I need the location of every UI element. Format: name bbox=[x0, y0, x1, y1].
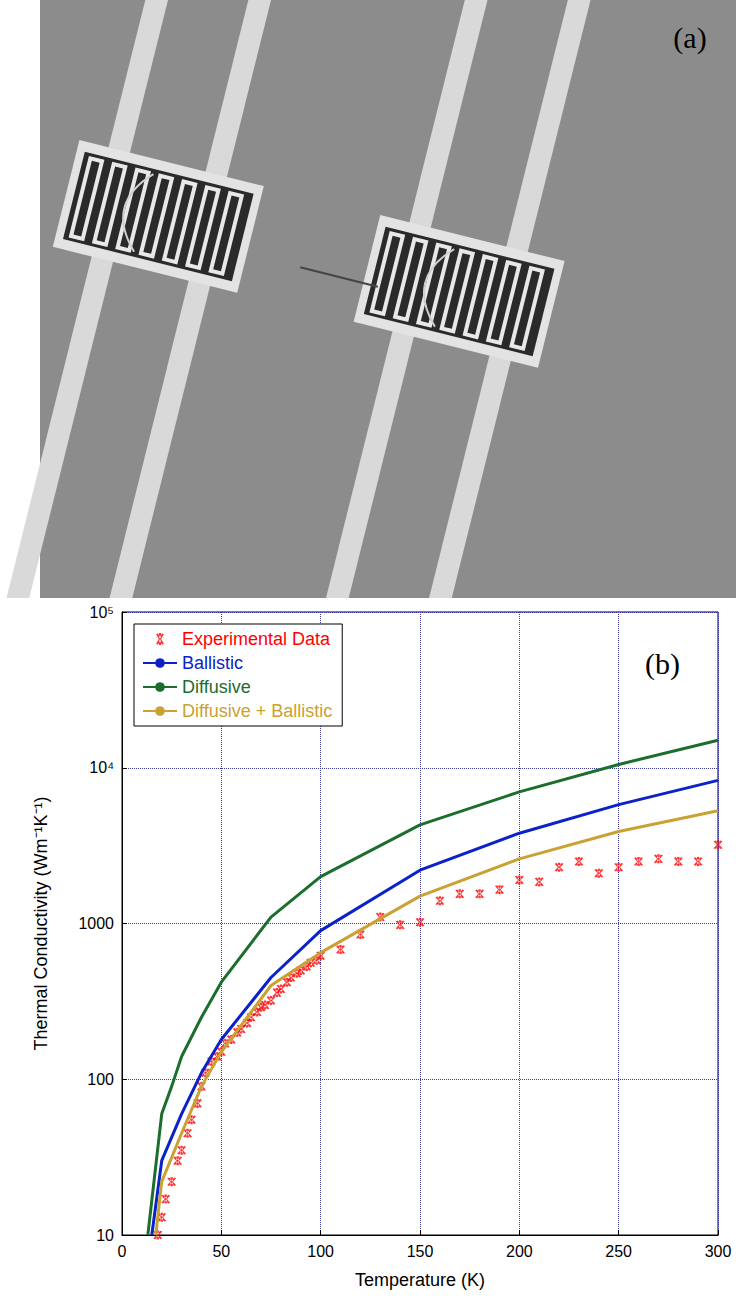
svg-text:50: 50 bbox=[212, 1243, 230, 1260]
svg-text:300: 300 bbox=[705, 1243, 732, 1260]
svg-text:(b): (b) bbox=[645, 647, 680, 681]
svg-text:Thermal Conductivity (Wm⁻¹K⁻¹): Thermal Conductivity (Wm⁻¹K⁻¹) bbox=[31, 796, 51, 1050]
svg-text:Ballistic: Ballistic bbox=[182, 653, 243, 673]
svg-text:Diffusive + Ballistic: Diffusive + Ballistic bbox=[182, 701, 332, 721]
svg-text:(a): (a) bbox=[673, 21, 706, 55]
svg-text:0: 0 bbox=[118, 1243, 127, 1260]
svg-text:150: 150 bbox=[407, 1243, 434, 1260]
svg-text:10⁴: 10⁴ bbox=[89, 759, 114, 776]
svg-text:200: 200 bbox=[506, 1243, 533, 1260]
svg-text:100: 100 bbox=[307, 1243, 334, 1260]
svg-text:Experimental Data: Experimental Data bbox=[182, 629, 331, 649]
svg-text:250: 250 bbox=[605, 1243, 632, 1260]
svg-text:100: 100 bbox=[87, 1071, 114, 1088]
svg-text:Temperature (K): Temperature (K) bbox=[355, 1270, 485, 1290]
svg-text:10: 10 bbox=[96, 1227, 114, 1244]
svg-text:Diffusive: Diffusive bbox=[182, 677, 251, 697]
svg-text:10⁵: 10⁵ bbox=[90, 604, 114, 621]
svg-text:1000: 1000 bbox=[78, 915, 114, 932]
